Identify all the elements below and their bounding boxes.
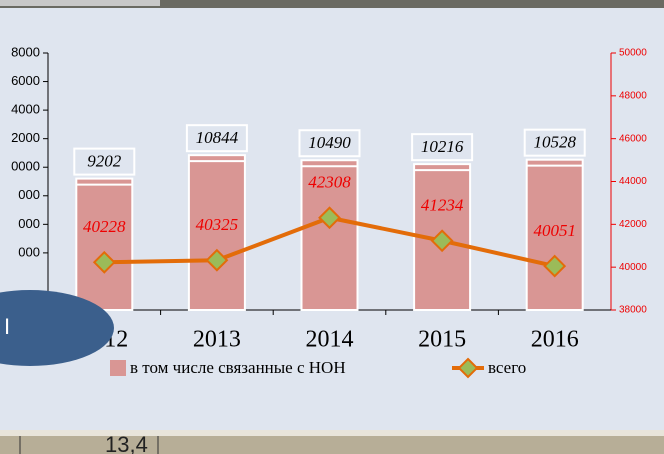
y-tick-label: 2000 xyxy=(11,130,40,145)
value-label: 10844 xyxy=(196,128,239,147)
legend-label: в том числе связанные с НОН xyxy=(130,358,346,377)
y-tick-label: 000 xyxy=(18,216,40,231)
y-tick-label: 000 xyxy=(18,187,40,202)
y2-tick-label: 38000 xyxy=(619,305,647,316)
value-label: 10490 xyxy=(308,133,351,152)
value-label: 40325 xyxy=(196,215,239,234)
y2-tick-label: 40000 xyxy=(619,262,647,273)
y2-tick-label: 46000 xyxy=(619,133,647,144)
screen: 13,4 00000000000002000400060008000380004… xyxy=(0,0,664,454)
bar xyxy=(76,179,132,310)
x-tick-label: 2016 xyxy=(531,327,579,353)
y-tick-label: 6000 xyxy=(11,73,40,88)
y2-tick-label: 48000 xyxy=(619,90,647,101)
legend-marker xyxy=(459,359,477,377)
y-tick-label: 0000 xyxy=(11,159,40,174)
page: 13,4 00000000000002000400060008000380004… xyxy=(0,0,664,454)
footer-text: 13,4 xyxy=(105,432,148,454)
value-label: 41234 xyxy=(421,196,464,215)
y2-tick-label: 44000 xyxy=(619,176,647,187)
legend-swatch xyxy=(110,360,126,376)
y-tick-label: 4000 xyxy=(11,102,40,117)
y-tick-label: 8000 xyxy=(11,44,40,59)
x-tick-label: 2015 xyxy=(418,327,466,353)
x-tick-label: 2014 xyxy=(306,327,354,353)
value-label: 10216 xyxy=(421,137,464,156)
y2-tick-label: 42000 xyxy=(619,219,647,230)
y2-tick-label: 50000 xyxy=(619,48,647,59)
top-strip-light xyxy=(0,0,160,6)
legend-label: всего xyxy=(488,358,526,377)
y-tick-label: 000 xyxy=(18,244,40,259)
value-label: 40228 xyxy=(83,217,126,236)
bubble-text: I xyxy=(4,314,10,339)
bottom-photo-top xyxy=(0,430,664,436)
value-label: 40051 xyxy=(533,221,576,240)
value-label: 9202 xyxy=(87,152,122,171)
x-tick-label: 2013 xyxy=(193,327,241,353)
value-label: 42308 xyxy=(308,173,351,192)
value-label: 10528 xyxy=(533,133,576,152)
